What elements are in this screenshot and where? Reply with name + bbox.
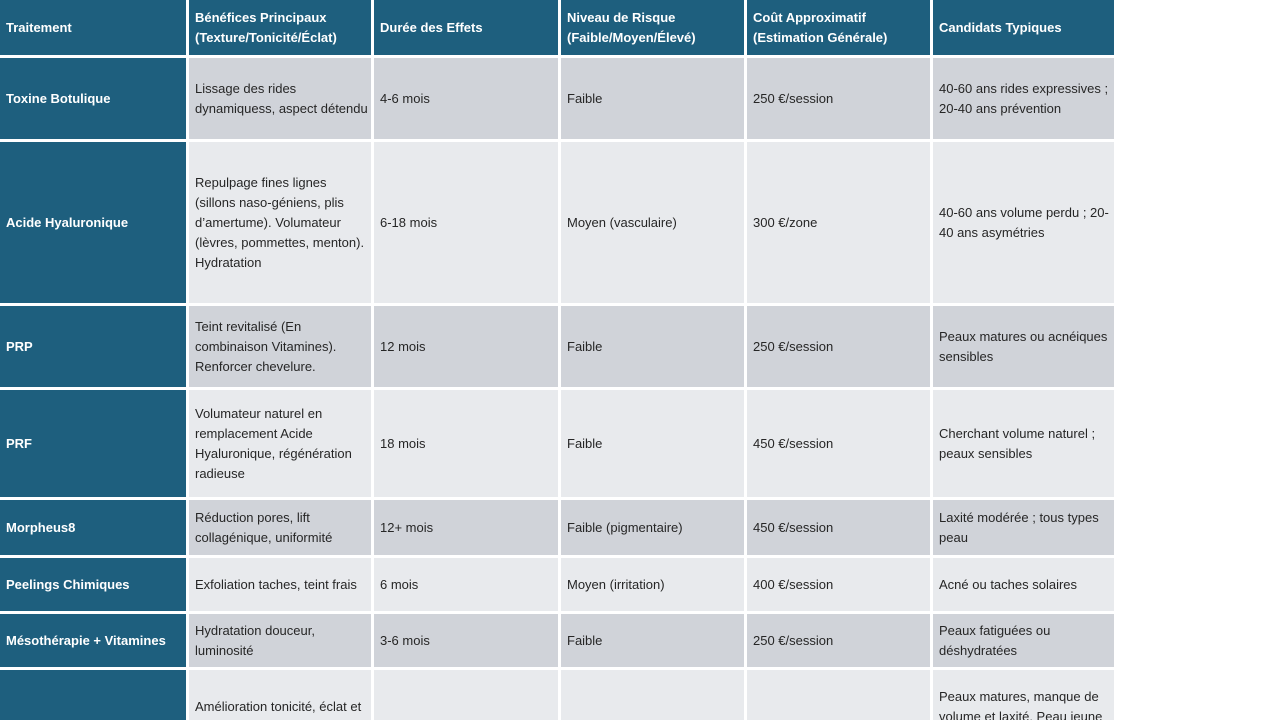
- cell-cost: 250 €/session: [747, 614, 933, 670]
- table-row: Mésothérapie + Vitamines Hydratation douc…: [0, 614, 1117, 670]
- cell-candidates: Peaux matures, manque de volume et laxit…: [933, 670, 1117, 720]
- cell-duration: 3-6 mois: [374, 614, 561, 670]
- table-row: PRF Volumateur naturel en remplacement Ac…: [0, 390, 1117, 500]
- cell-candidates: Cherchant volume naturel ; peaux sensibl…: [933, 390, 1117, 500]
- table-row: Morpheus8 Réduction pores, lift collagéni…: [0, 500, 1117, 558]
- table-row: Peelings Chimiques Exfoliation taches, te…: [0, 558, 1117, 614]
- column-header-duration: Durée des Effets: [374, 0, 561, 58]
- cell-cost: 450 €/session: [747, 390, 933, 500]
- cell-candidates: Peaux fatiguées ou déshydratées: [933, 614, 1117, 670]
- cell-candidates: Laxité modérée ; tous types peau: [933, 500, 1117, 558]
- cell-duration: 6 mois: [374, 558, 561, 614]
- cell-risk: Faible (pigmentaire): [561, 500, 747, 558]
- cell-candidates: Acné ou taches solaires: [933, 558, 1117, 614]
- cell-duration: 12+ mois: [374, 500, 561, 558]
- cell-treatment: Toxine Botulique: [0, 58, 189, 142]
- cell-treatment: Morpheus8: [0, 500, 189, 558]
- cell-treatment: Mésothérapie + Vitamines: [0, 614, 189, 670]
- cell-duration: 18 mois: [374, 390, 561, 500]
- cell-risk: Faible: [561, 58, 747, 142]
- column-header-cost: Coût Approximatif (Estimation Générale): [747, 0, 933, 58]
- cell-benefits: Volumateur naturel en remplacement Acide…: [189, 390, 374, 500]
- cell-cost: 300 €/zone: [747, 142, 933, 306]
- table-row: PRP Teint revitalisé (En combinaison Vita…: [0, 306, 1117, 390]
- cell-benefits: Repulpage fines lignes (sillons naso-gén…: [189, 142, 374, 306]
- table-body: Toxine Botulique Lissage des rides dynami…: [0, 58, 1117, 720]
- cell-cost: 400 €/session: [747, 558, 933, 614]
- cell-candidates: 40-60 ans volume perdu ; 20-40 ans asymé…: [933, 142, 1117, 306]
- column-header-candidates: Candidats Typiques: [933, 0, 1117, 58]
- cell-candidates: Peaux matures ou acnéiques sensibles: [933, 306, 1117, 390]
- cell-cost: 250 €/session: [747, 58, 933, 142]
- cell-candidates: 40-60 ans rides expressives ; 20-40 ans …: [933, 58, 1117, 142]
- cell-benefits: Réduction pores, lift collagénique, unif…: [189, 500, 374, 558]
- cell-risk: Faible: [561, 614, 747, 670]
- cell-benefits: Teint revitalisé (En combinaison Vitamin…: [189, 306, 374, 390]
- cell-cost: 250 €/session: [747, 306, 933, 390]
- cell-benefits: Lissage des rides dynamiquess, aspect dé…: [189, 58, 374, 142]
- cell-treatment: Acide Hyaluronique: [0, 142, 189, 306]
- table-row: Amélioration tonicité, éclat et volume d…: [0, 670, 1117, 720]
- column-header-treatment: Traitement: [0, 0, 189, 58]
- cell-treatment: [0, 670, 189, 720]
- cell-cost: [747, 670, 933, 720]
- column-header-benefits: Bénéfices Principaux (Texture/Tonicité/É…: [189, 0, 374, 58]
- cell-risk: [561, 670, 747, 720]
- header-row: Traitement Bénéfices Principaux (Texture/…: [0, 0, 1117, 58]
- cell-risk: Moyen (irritation): [561, 558, 747, 614]
- table-row: Toxine Botulique Lissage des rides dynami…: [0, 58, 1117, 142]
- cell-risk: Faible: [561, 390, 747, 500]
- column-header-risk: Niveau de Risque (Faible/Moyen/Élevé): [561, 0, 747, 58]
- cell-duration: 12 mois: [374, 306, 561, 390]
- cell-cost: 450 €/session: [747, 500, 933, 558]
- cell-treatment: PRP: [0, 306, 189, 390]
- cell-treatment: Peelings Chimiques: [0, 558, 189, 614]
- cell-benefits: Exfoliation taches, teint frais: [189, 558, 374, 614]
- cell-benefits: Hydratation douceur, luminosité: [189, 614, 374, 670]
- cell-benefits: Amélioration tonicité, éclat et volume d…: [189, 670, 374, 720]
- cell-risk: Moyen (vasculaire): [561, 142, 747, 306]
- cell-risk: Faible: [561, 306, 747, 390]
- table-row: Acide Hyaluronique Repulpage fines lignes…: [0, 142, 1117, 306]
- cell-duration: [374, 670, 561, 720]
- table-header: Traitement Bénéfices Principaux (Texture/…: [0, 0, 1117, 58]
- cell-duration: 6-18 mois: [374, 142, 561, 306]
- cell-duration: 4-6 mois: [374, 58, 561, 142]
- treatments-comparison-table: Traitement Bénéfices Principaux (Texture/…: [0, 0, 1117, 720]
- cell-treatment: PRF: [0, 390, 189, 500]
